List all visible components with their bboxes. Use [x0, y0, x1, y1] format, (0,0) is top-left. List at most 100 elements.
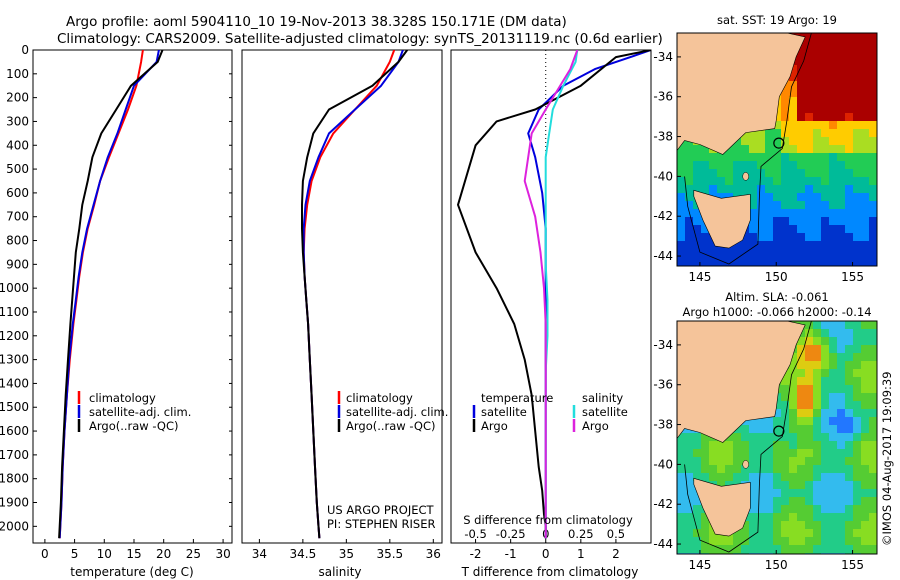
map-cell [773, 425, 781, 433]
map-cell [861, 433, 869, 441]
map-cell [765, 545, 773, 553]
map-cell [837, 465, 845, 473]
map-cell [773, 113, 781, 121]
map-cell [813, 217, 821, 225]
map-cell [781, 233, 789, 241]
map-cell [861, 113, 869, 121]
map-cell [749, 457, 757, 465]
map-cell [845, 433, 853, 441]
map-cell [717, 169, 725, 177]
map-cell [853, 73, 861, 81]
map-cell [853, 89, 861, 97]
map-cell [781, 465, 789, 473]
map-cell [797, 337, 805, 345]
map-cell [845, 329, 853, 337]
series-line-climatology [302, 50, 396, 539]
map-cell [781, 449, 789, 457]
map-cell [749, 545, 757, 553]
map-cell [725, 249, 733, 257]
depth-tick-label: 200 [6, 91, 29, 105]
map-cell [845, 105, 853, 113]
map-cell [741, 465, 749, 473]
map-cell [749, 465, 757, 473]
depth-tick-label: 2000 [0, 519, 29, 533]
map-cell [821, 41, 829, 49]
map-cell [773, 545, 781, 553]
title-line-1: Argo profile: aoml 5904110_10 19-Nov-201… [66, 14, 567, 30]
map-cell [837, 145, 845, 153]
map-cell [821, 137, 829, 145]
map-cell [693, 257, 701, 265]
map-cell [813, 65, 821, 73]
map-cell [813, 105, 821, 113]
map-cell [781, 393, 789, 401]
map-cell [837, 41, 845, 49]
map-cell [757, 473, 765, 481]
map-cell [717, 161, 725, 169]
map-cell [781, 177, 789, 185]
map-cell [789, 353, 797, 361]
mainland-landmass [677, 33, 806, 155]
map-cell [677, 169, 685, 177]
map-cell [725, 161, 733, 169]
map-cell [853, 425, 861, 433]
map-cell [845, 193, 853, 201]
map-cell [781, 377, 789, 385]
map-cell [805, 345, 813, 353]
map-cell [869, 81, 877, 89]
map-cell [805, 409, 813, 417]
map-cell [757, 161, 765, 169]
sla-map-title-1: Altim. SLA: -0.061 [725, 290, 829, 304]
map-cell [781, 545, 789, 553]
map-cell [701, 169, 709, 177]
map-cell [853, 129, 861, 137]
legend-label-climatology: climatology [346, 391, 413, 405]
s-tick-label: -0.25 [496, 527, 526, 541]
map-cell [685, 225, 693, 233]
x-tick-label: -2 [470, 547, 482, 561]
map-cell [853, 177, 861, 185]
map-cell [685, 513, 693, 521]
map-cell [709, 169, 717, 177]
map-cell [869, 41, 877, 49]
map-cell [805, 49, 813, 57]
series-line-satellite-adj-clim- [58, 50, 160, 539]
map-cell [853, 465, 861, 473]
map-cell [789, 81, 797, 89]
map-cell [797, 385, 805, 393]
map-cell [861, 529, 869, 537]
map-cell [709, 457, 717, 465]
map-cell [781, 521, 789, 529]
map-cell [821, 177, 829, 185]
map-cell [797, 369, 805, 377]
map-cell [709, 449, 717, 457]
map-cell [773, 121, 781, 129]
map-cell [837, 545, 845, 553]
map-cell [693, 177, 701, 185]
x-tick-label: 10 [97, 547, 112, 561]
map-cell [861, 481, 869, 489]
map-cell [757, 513, 765, 521]
map-cell [773, 449, 781, 457]
map-cell [837, 449, 845, 457]
map-cell [685, 457, 693, 465]
map-cell [781, 209, 789, 217]
map-cell [869, 121, 877, 129]
map-cell [845, 161, 853, 169]
map-cell [829, 113, 837, 121]
map-cell [677, 257, 685, 265]
map-cell [845, 361, 853, 369]
map-lat-label: -40 [653, 457, 673, 471]
map-cell [805, 449, 813, 457]
depth-tick-label: 1200 [0, 329, 29, 343]
map-cell [813, 369, 821, 377]
map-cell [861, 33, 869, 41]
map-cell [845, 145, 853, 153]
title-line-2: Climatology: CARS2009. Satellite-adjuste… [57, 31, 663, 47]
map-cell [821, 465, 829, 473]
map-cell [829, 425, 837, 433]
map-cell [861, 233, 869, 241]
map-cell [749, 233, 757, 241]
map-cell [853, 417, 861, 425]
map-cell [869, 169, 877, 177]
